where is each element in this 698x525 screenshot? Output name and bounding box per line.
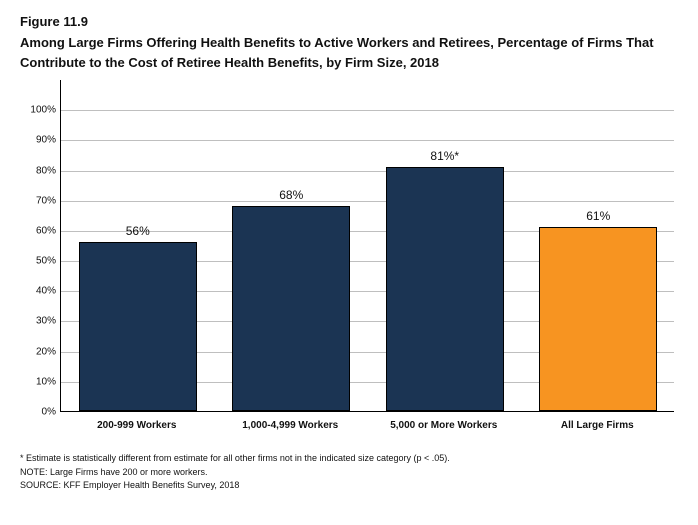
figure-container: Figure 11.9 Among Large Firms Offering H… xyxy=(0,0,698,525)
category-label: 5,000 or More Workers xyxy=(367,420,521,431)
category-label: 200-999 Workers xyxy=(60,420,214,431)
figure-number: Figure 11.9 xyxy=(20,14,678,29)
y-tick-label: 50% xyxy=(24,256,56,267)
chart-area: 0% 10% 20% 30% 40% 50% 60% 70% 80% 90% 100% 56% 68%… xyxy=(24,80,674,440)
figure-title: Among Large Firms Offering Health Benefi… xyxy=(20,33,660,72)
bar xyxy=(79,242,197,411)
y-tick-label: 60% xyxy=(24,225,56,236)
bar-value-label: 61% xyxy=(539,209,657,223)
y-tick-label: 70% xyxy=(24,195,56,206)
footnote-note: NOTE: Large Firms have 200 or more worke… xyxy=(20,466,678,480)
footnote-source: SOURCE: KFF Employer Health Benefits Sur… xyxy=(20,479,678,493)
y-tick-label: 100% xyxy=(24,105,56,116)
footnote-significance: * Estimate is statistically different fr… xyxy=(20,452,678,466)
footnotes: * Estimate is statistically different fr… xyxy=(20,452,678,493)
y-tick-label: 20% xyxy=(24,346,56,357)
plot-area: 56% 68% 81%* 61% xyxy=(60,80,674,412)
bar xyxy=(539,227,657,411)
y-tick-label: 40% xyxy=(24,286,56,297)
category-label: All Large Firms xyxy=(521,420,675,431)
bar xyxy=(386,167,504,411)
y-tick-label: 10% xyxy=(24,376,56,387)
y-tick-label: 80% xyxy=(24,165,56,176)
bar-value-label: 56% xyxy=(79,224,197,238)
y-tick-label: 30% xyxy=(24,316,56,327)
bar xyxy=(232,206,350,411)
bar-value-label: 68% xyxy=(232,188,350,202)
y-tick-label: 90% xyxy=(24,135,56,146)
bar-value-label: 81%* xyxy=(386,149,504,163)
y-tick-label: 0% xyxy=(24,407,56,418)
category-label: 1,000-4,999 Workers xyxy=(214,420,368,431)
bars-group: 56% 68% 81%* 61% xyxy=(61,80,674,411)
